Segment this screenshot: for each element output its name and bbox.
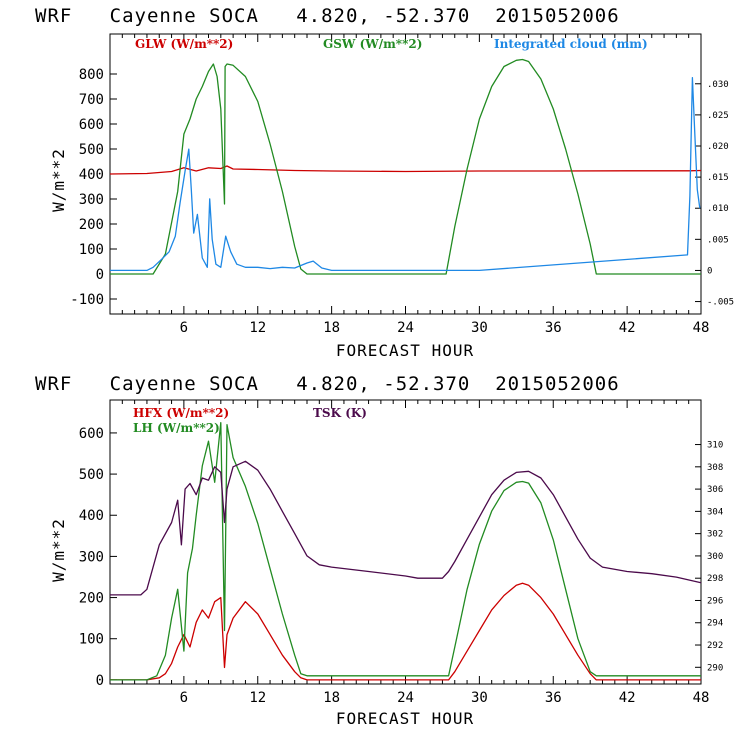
x-tick-label: 42: [619, 690, 636, 706]
y2-tick-label: 300: [707, 552, 723, 562]
legend-gsw: GSW (W/m**2): [323, 37, 422, 51]
y2-tick-label: 292: [707, 641, 723, 651]
y2-tick-label: .015: [707, 173, 729, 183]
legend-lh: LH (W/m**2): [133, 421, 220, 435]
series-line-gsw: [110, 58, 701, 275]
x-tick-label: 24: [397, 320, 414, 336]
panel1-title: WRF Cayenne SOCA 4.820, -52.370 20150520…: [35, 5, 620, 27]
y-tick-label: -100: [70, 292, 104, 308]
x-tick-label: 36: [545, 690, 562, 706]
y-tick-label: 700: [79, 92, 104, 108]
panel1-y-axis-label: W/m**2: [49, 148, 68, 212]
y2-tick-label: .030: [707, 80, 729, 90]
x-tick-label: 42: [619, 320, 636, 336]
y2-tick-label: 304: [707, 507, 723, 517]
panel2-series-group: [110, 421, 702, 681]
y2-tick-label: 306: [707, 485, 723, 495]
y2-tick-label: .025: [707, 111, 729, 121]
y-tick-label: 800: [79, 67, 104, 83]
y2-tick-label: 308: [707, 463, 723, 473]
y2-tick-label: 294: [707, 619, 723, 629]
x-tick-label: 12: [249, 690, 266, 706]
panel2-title: WRF Cayenne SOCA 4.820, -52.370 20150520…: [35, 373, 620, 395]
x-tick-label: 6: [180, 690, 188, 706]
x-tick-label: 18: [323, 690, 340, 706]
x-tick-label: 18: [323, 320, 340, 336]
legend-hfx: HFX (W/m**2): [133, 406, 229, 420]
panel2-y2-axis-ticks: 290 292 294 296 298 300 302 304 306 308 310: [695, 441, 723, 673]
x-tick-label: 30: [471, 690, 488, 706]
series-line-integrated: [110, 76, 701, 272]
panel2-y-axis-ticks: 0 100 200 300 400 500 600: [79, 426, 117, 689]
panel1-series-group: [109, 58, 702, 275]
y2-tick-label: .010: [707, 204, 729, 214]
y-tick-label: 500: [79, 467, 104, 483]
panel-radiation: WRF Cayenne SOCA 4.820, -52.370 20150520…: [35, 5, 734, 360]
panel2-x-axis-label: FORECAST HOUR: [336, 709, 474, 728]
series-line-lh: [110, 421, 701, 681]
y2-tick-label: .005: [707, 235, 729, 245]
legend-glw: GLW (W/m**2): [135, 37, 233, 51]
y-tick-label: 600: [79, 426, 104, 442]
series-line-hfx: [110, 582, 701, 681]
y2-tick-label: 302: [707, 530, 723, 540]
series-line-tsk: [110, 460, 702, 596]
legend-tsk: TSK (K): [313, 406, 367, 420]
panel2-y-axis-label: W/m**2: [49, 518, 68, 582]
x-tick-label: 24: [397, 690, 414, 706]
y-tick-label: 400: [79, 167, 104, 183]
panel1-y2-axis-ticks: -.005 0 .005 .010 .015 .020 .025 .030: [695, 80, 734, 308]
y-tick-label: 300: [79, 192, 104, 208]
x-tick-label: 6: [180, 320, 188, 336]
y-tick-label: 0: [96, 267, 104, 283]
panel2-plot-frame: [109, 399, 702, 685]
y2-tick-label: 298: [707, 574, 723, 584]
x-tick-label: 36: [545, 320, 562, 336]
x-tick-label: 12: [249, 320, 266, 336]
panel1-plot-frame: [109, 33, 702, 315]
panel2-x-axis-ticks: 6 12 18 24 30 36 42 48: [109, 400, 710, 706]
legend-integrated-cloud: Integrated cloud (mm): [494, 37, 648, 51]
y2-tick-label: -.005: [707, 298, 734, 308]
panel1-x-axis-label: FORECAST HOUR: [336, 341, 474, 360]
x-tick-label: 48: [693, 690, 710, 706]
y-tick-label: 500: [79, 142, 104, 158]
y2-tick-label: 0: [707, 266, 712, 276]
y-tick-label: 0: [96, 673, 104, 689]
y2-tick-label: 310: [707, 441, 723, 451]
panel-heat-fluxes: WRF Cayenne SOCA 4.820, -52.370 20150520…: [35, 373, 723, 728]
y-tick-label: 600: [79, 117, 104, 133]
y-tick-label: 200: [79, 217, 104, 233]
y-tick-label: 100: [79, 242, 104, 258]
y-tick-label: 200: [79, 591, 104, 607]
y-tick-label: 100: [79, 632, 104, 648]
y2-tick-label: .020: [707, 142, 729, 152]
y-tick-label: 300: [79, 549, 104, 565]
y-tick-label: 400: [79, 508, 104, 524]
panel1-x-axis-ticks: 6 12 18 24 30 36 42 48: [109, 34, 710, 336]
y2-tick-label: 290: [707, 663, 723, 673]
series-line-glw: [109, 165, 702, 175]
panel1-y-axis-ticks: -100 0 100 200 300 400 500 600 700 800: [70, 67, 117, 308]
x-tick-label: 48: [693, 320, 710, 336]
y2-tick-label: 296: [707, 596, 723, 606]
x-tick-label: 30: [471, 320, 488, 336]
